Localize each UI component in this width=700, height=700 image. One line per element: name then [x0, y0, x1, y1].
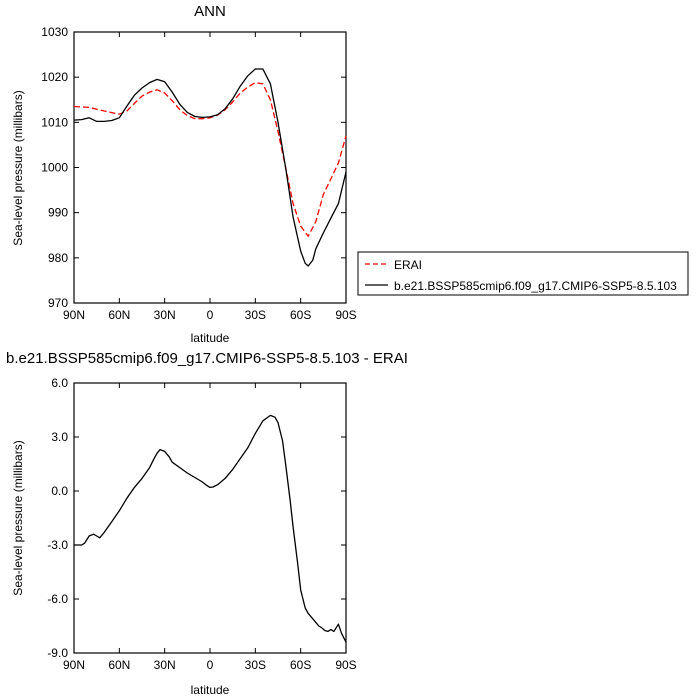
y-tick-label: 1010 — [41, 115, 68, 129]
top-panel: ANN 970 980 990 1000 1010 1020 1030 90N 60N 30N 0… — [11, 3, 689, 345]
x-tick-label: 30S — [245, 308, 266, 322]
bottom-panel: b.e21.BSSP585cmip6.f09_g17.CMIP6-SSP5-8.… — [6, 350, 408, 697]
bottom-chart-title: b.e21.BSSP585cmip6.f09_g17.CMIP6-SSP5-8.… — [6, 350, 408, 367]
x-tick-label: 90S — [335, 658, 356, 672]
legend-box — [357, 251, 689, 296]
y-tick-label: 970 — [48, 296, 68, 310]
legend-label-model: b.e21.BSSP585cmip6.f09_g17.CMIP6-SSP5-8.… — [394, 279, 677, 293]
y-tick-label: 3.0 — [51, 430, 68, 444]
x-tick-label: 60N — [108, 308, 130, 322]
y-tick-label: -9.0 — [47, 646, 68, 660]
top-y-axis-label: Sea-level pressure (millibars) — [11, 90, 25, 245]
y-tick-label: 6.0 — [51, 376, 68, 390]
legend: ERAI b.e21.BSSP585cmip6.f09_g17.CMIP6-SS… — [357, 251, 689, 296]
x-tick-label: 60S — [290, 658, 311, 672]
top-x-axis-label: latitude — [191, 331, 230, 345]
y-tick-label: 990 — [48, 206, 68, 220]
legend-label-erai: ERAI — [394, 258, 422, 272]
x-tick-label: 0 — [207, 658, 214, 672]
y-tick-label: 1020 — [41, 70, 68, 84]
y-tick-label: 1030 — [41, 25, 68, 39]
top-chart-title: ANN — [194, 3, 226, 20]
y-tick-label: 1000 — [41, 161, 68, 175]
x-tick-label: 0 — [207, 308, 214, 322]
x-tick-label: 60S — [290, 308, 311, 322]
x-tick-label: 90N — [63, 308, 85, 322]
x-tick-label: 90S — [335, 308, 356, 322]
y-tick-label: -3.0 — [47, 538, 68, 552]
x-tick-label: 90N — [63, 658, 85, 672]
x-tick-label: 60N — [108, 658, 130, 672]
y-tick-label: 0.0 — [51, 484, 68, 498]
y-tick-label: -6.0 — [47, 592, 68, 606]
x-tick-label: 30N — [154, 308, 176, 322]
bottom-y-axis-label: Sea-level pressure (millibars) — [11, 440, 25, 595]
x-tick-label: 30S — [245, 658, 266, 672]
series-line-erai — [73, 81, 347, 237]
x-tick-label: 30N — [154, 658, 176, 672]
series-line-model — [74, 414, 347, 643]
series-line-model — [73, 68, 347, 267]
y-tick-label: 980 — [48, 251, 68, 265]
bottom-x-axis-label: latitude — [191, 683, 230, 697]
